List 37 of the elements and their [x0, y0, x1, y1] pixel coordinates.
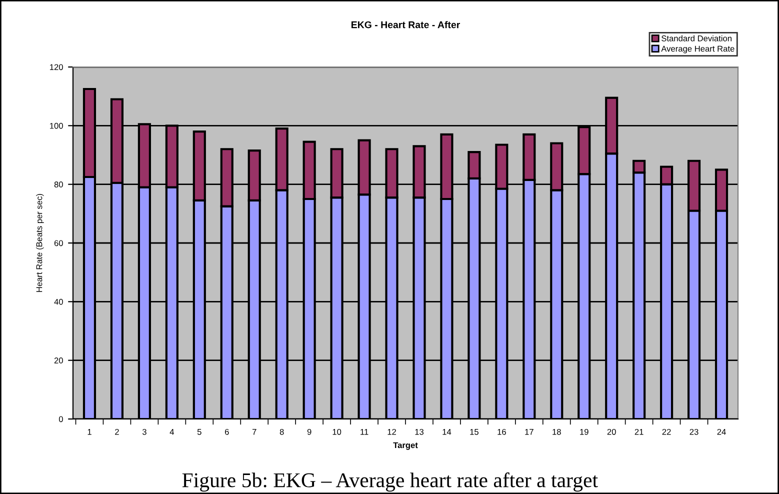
y-axis-title: Heart Rate (Beats per sec) — [36, 194, 44, 292]
x-tick-label: 11 — [360, 429, 368, 435]
x-tick-label: 24 — [717, 428, 726, 435]
x-tick-label: 18 — [552, 428, 561, 435]
legend-label: Standard Deviation — [662, 35, 732, 42]
x-tick-label: 12 — [388, 428, 396, 435]
x-tick-label: 13 — [415, 428, 424, 435]
x-tick-label: 6 — [224, 428, 229, 435]
x-tick-label: 3 — [142, 428, 146, 435]
x-tick-label: 9 — [307, 428, 312, 435]
chart-title: EKG - Heart Rate - After — [352, 21, 460, 28]
x-tick-label: 20 — [607, 428, 616, 435]
x-axis-title: Target — [393, 442, 418, 450]
x-tick-label: 16 — [498, 428, 506, 435]
y-tick-label: 20 — [54, 358, 63, 364]
y-tick-label: 60 — [54, 240, 63, 246]
y-tick-label: 120 — [50, 64, 63, 70]
y-tick-label: 100 — [50, 122, 63, 129]
x-tick-label: 19 — [580, 428, 588, 435]
x-tick-label: 1 — [88, 429, 92, 435]
x-tick-label: 21 — [634, 428, 644, 435]
x-tick-label: 5 — [197, 429, 202, 435]
x-tick-label: 4 — [170, 429, 174, 435]
x-tick-label: 22 — [662, 428, 671, 435]
y-tick-label: 80 — [54, 182, 63, 188]
x-tick-label: 15 — [470, 429, 478, 435]
x-tick-label: 14 — [442, 429, 452, 435]
caption: Figure 5b: EKG – Average heart rate after a target — [182, 472, 598, 492]
x-tick-label: 23 — [690, 428, 698, 435]
y-tick-label: 40 — [54, 298, 63, 305]
x-tick-label: 2 — [115, 428, 119, 435]
x-tick-label: 7 — [252, 429, 256, 435]
x-tick-label: 8 — [280, 428, 284, 435]
y-tick-label: 0 — [58, 416, 63, 422]
x-tick-label: 10 — [332, 428, 342, 435]
x-tick-label: 17 — [525, 429, 534, 435]
legend-label: Average Heart Rate — [661, 46, 734, 54]
